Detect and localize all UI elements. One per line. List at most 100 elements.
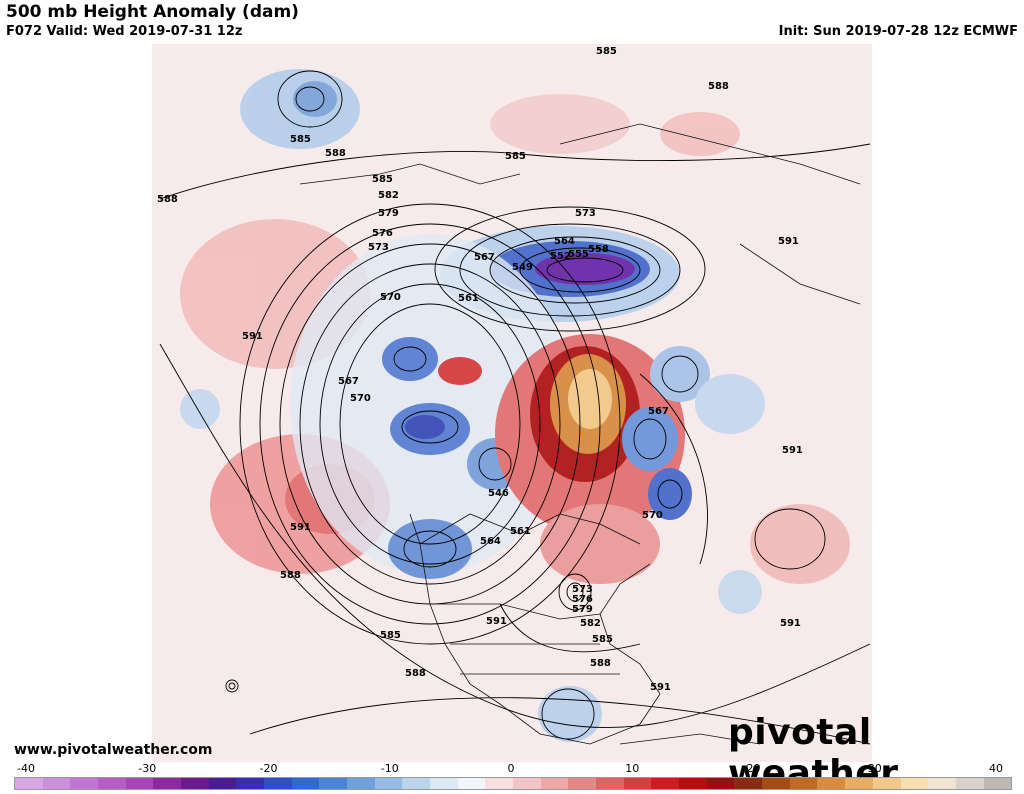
contour-label: 564: [554, 236, 575, 247]
contour-label: 579: [572, 604, 593, 615]
colorbar-swatch: [928, 778, 956, 789]
contour-label: 573: [368, 242, 389, 253]
contour-label: 588: [325, 148, 346, 159]
contour-label: 552: [550, 251, 571, 262]
colorbar-swatch: [402, 778, 431, 789]
colorbar-tick-label: -40: [17, 762, 35, 775]
height-anomaly-map[interactable]: 585 588 585 588 588 585 582 579 576 573 …: [0, 44, 1024, 762]
colorbar-swatch: [734, 778, 763, 789]
contour-label: 591: [780, 618, 801, 629]
colorbar-swatch: [430, 778, 458, 789]
colorbar-tick-label: -20: [259, 762, 278, 775]
contour-label: 591: [778, 236, 799, 247]
colorbar-swatch: [596, 778, 624, 789]
colorbar-swatch: [291, 778, 320, 789]
colorbar-swatch: [568, 778, 597, 789]
contour-label: 564: [480, 536, 501, 547]
colorbar-swatch: [872, 778, 901, 789]
colorbar-swatch: [983, 778, 1012, 789]
contour-label: 585: [596, 46, 617, 57]
colorbar-tick-label: -30: [138, 762, 157, 775]
colorbar-swatch: [789, 778, 818, 789]
contour-label: 573: [575, 208, 596, 219]
contour-label: 576: [372, 228, 393, 239]
colorbar-swatches: [14, 777, 1012, 790]
colorbar-tick-label: 0: [507, 762, 515, 775]
header: 500 mb Height Anomaly (dam) F072 Valid: …: [0, 0, 1024, 44]
contour-label: 591: [782, 445, 803, 456]
contour-label: 591: [486, 616, 507, 627]
contour-label: 588: [708, 81, 729, 92]
colorbar-swatch: [651, 778, 680, 789]
contour-label: 585: [380, 630, 401, 641]
contour-label: 591: [242, 331, 263, 342]
colorbar-swatch: [955, 778, 984, 789]
colorbar-swatch: [540, 778, 569, 789]
contour-label: 567: [648, 406, 669, 417]
colorbar-swatch: [374, 778, 403, 789]
colorbar: -40 -30 -20 -10 0 10 20 30 40: [0, 762, 1024, 791]
contour-labels: 585 588 585 588 588 585 582 579 576 573 …: [157, 46, 803, 693]
height-contours: [159, 70, 871, 745]
contour-label: 558: [588, 244, 609, 255]
colorbar-swatch: [15, 778, 43, 789]
contour-label: 570: [380, 292, 401, 303]
anomaly-fills: [180, 69, 850, 742]
contour-label: 588: [405, 668, 426, 679]
colorbar-swatch: [485, 778, 514, 789]
colorbar-swatch: [181, 778, 209, 789]
colorbar-swatch: [706, 778, 735, 789]
map-panel[interactable]: 585 588 585 588 588 585 582 579 576 573 …: [0, 44, 1024, 762]
colorbar-swatch: [900, 778, 929, 789]
contour-label: 585: [505, 151, 526, 162]
brand-text-part: pivot: [728, 712, 835, 753]
colorbar-swatch: [125, 778, 154, 789]
colorbar-swatch: [457, 778, 486, 789]
colorbar-swatch: [817, 778, 846, 789]
colorbar-swatch: [264, 778, 292, 789]
contour-label: 567: [338, 376, 359, 387]
colorbar-swatch: [70, 778, 99, 789]
contour-label: 582: [580, 618, 601, 629]
contour-label: 561: [510, 526, 531, 537]
colorbar-swatch: [845, 778, 873, 789]
colorbar-tick-label: 10: [625, 762, 640, 775]
colorbar-swatch: [623, 778, 652, 789]
contour-label: 585: [372, 174, 393, 185]
contour-label: 585: [592, 634, 613, 645]
contour-label: 582: [378, 190, 399, 201]
colorbar-swatch: [679, 778, 707, 789]
colorbar-swatch: [347, 778, 375, 789]
colorbar-tick-label: -10: [380, 762, 399, 775]
website-link[interactable]: www.pivotalweather.com: [14, 742, 213, 758]
contour-label: 570: [350, 393, 371, 404]
colorbar-swatch: [98, 778, 126, 789]
contour-label: 585: [290, 134, 311, 145]
contour-label: 555: [568, 249, 589, 260]
colorbar-swatch: [762, 778, 790, 789]
contour-label: 549: [512, 262, 533, 273]
coastlines: [299, 123, 861, 745]
contour-label: 576: [572, 594, 593, 605]
contour-label: 588: [590, 658, 611, 669]
contour-label: 588: [157, 194, 178, 205]
contour-label: 588: [280, 570, 301, 581]
colorbar-swatch: [42, 778, 71, 789]
map-title: 500 mb Height Anomaly (dam): [6, 2, 299, 22]
contour-label: 591: [650, 682, 671, 693]
colorbar-swatch: [236, 778, 265, 789]
colorbar-tick-label: 40: [989, 762, 1003, 775]
colorbar-swatch: [153, 778, 182, 789]
colorbar-swatch: [513, 778, 541, 789]
init-time: Init: Sun 2019-07-28 12z ECMWF: [778, 24, 1018, 39]
contour-label: 561: [458, 293, 479, 304]
colorbar-swatch: [319, 778, 348, 789]
valid-time: F072 Valid: Wed 2019-07-31 12z: [6, 24, 243, 39]
contour-label: 546: [488, 488, 509, 499]
colorbar-tick-label: 20: [746, 762, 761, 775]
contour-label: 573: [572, 584, 593, 595]
contour-label: 567: [474, 252, 495, 263]
colorbar-tick-label: 30: [867, 762, 882, 775]
colorbar-swatch: [208, 778, 237, 789]
contour-label: 570: [642, 510, 663, 521]
